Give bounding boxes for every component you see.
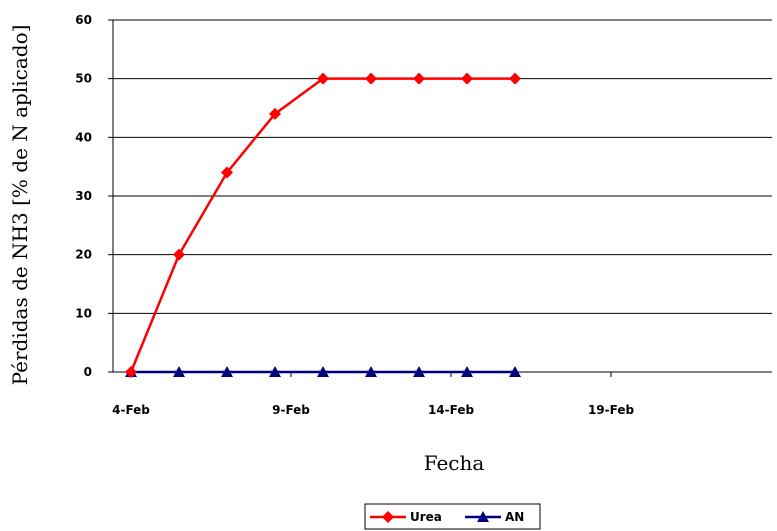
data-point [461,366,473,377]
grid-lines [113,19,772,314]
y-tick-label: 10 [75,306,92,320]
data-point [173,248,185,261]
y-tick-label: 0 [84,365,92,379]
data-point [365,72,377,85]
y-tick-label: 50 [75,72,92,86]
x-tick-label: 14-Feb [428,403,475,417]
data-point [413,366,425,377]
data-point [125,366,137,378]
series-an [125,366,521,377]
x-tick-label: 4-Feb [112,403,150,417]
series-urea [125,72,521,378]
legend: Urea AN [364,503,541,530]
x-tick-label: 9-Feb [272,403,310,417]
legend-marker [477,511,489,522]
y-tick-label: 20 [75,248,92,262]
data-point [365,366,377,377]
x-axis-title: Fecha [424,451,485,475]
legend-item-urea: Urea [370,510,442,524]
legend-item-an: AN [465,510,524,524]
legend-label: Urea [410,510,442,524]
data-point [509,72,521,85]
data-point [509,366,521,377]
data-point [269,107,281,120]
y-tick-label: 60 [75,13,92,27]
data-point [317,366,329,377]
data-point [317,72,329,85]
x-tick-labels: 4-Feb 9-Feb 14-Feb 19-Feb [112,372,634,417]
y-tick-labels: 0 10 20 30 40 50 60 [75,13,113,379]
y-tick-label: 40 [75,130,92,144]
data-point [173,366,185,377]
x-tick-label: 19-Feb [588,403,635,417]
series-line [129,77,515,373]
legend-label: AN [505,510,524,524]
legend-marker [382,511,394,523]
y-axis-title: Pérdidas de NH3 [% de N aplicado] [8,25,32,386]
data-point [413,72,425,85]
y-tick-label: 30 [75,189,92,203]
data-point [461,72,473,85]
series-layer [125,72,521,378]
data-point [221,366,233,377]
data-point [269,366,281,377]
data-point [221,166,233,179]
